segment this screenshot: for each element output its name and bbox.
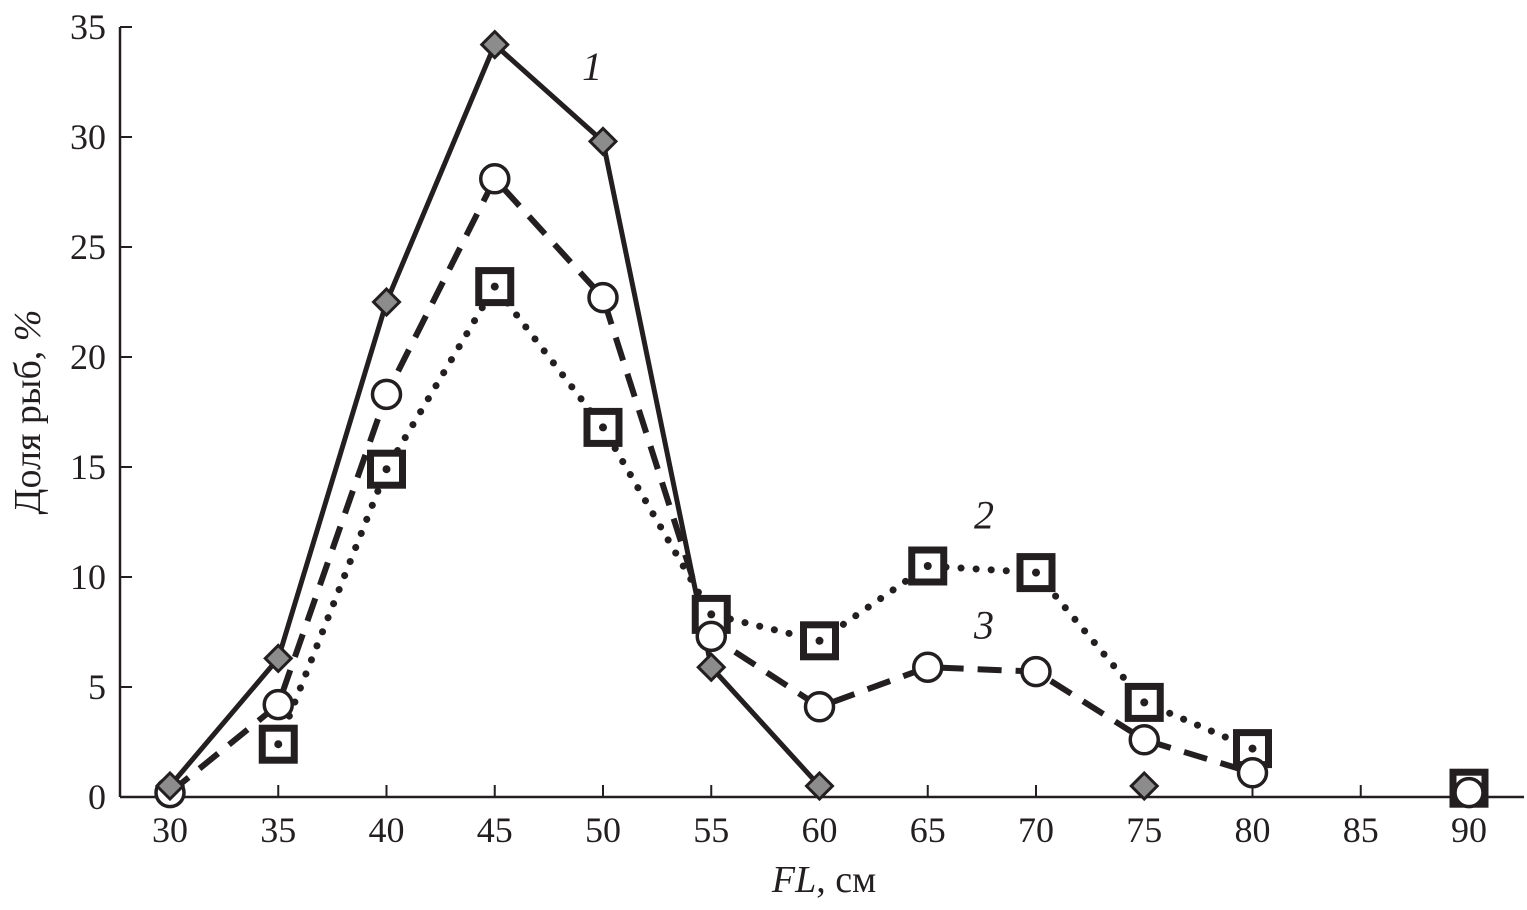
series-3-point [587,281,619,314]
series-1-point [479,29,510,60]
markers-layer [154,29,1489,809]
x-tick-label: 65 [910,810,946,850]
y-tick-label: 20 [70,337,106,377]
x-tick-label: 80 [1235,810,1271,850]
series-1-point [1129,770,1160,802]
x-tick-label: 75 [1126,810,1162,850]
y-tick-label: 25 [70,227,106,267]
series-label-3: 3 [973,603,994,648]
series-1-line [168,42,822,788]
series-3-point [479,163,511,195]
series-3-point [1453,776,1485,809]
x-tick-label: 90 [1451,810,1487,850]
y-tick-label: 5 [88,667,106,707]
y-tick-label: 15 [70,447,106,487]
series-3-point [803,691,836,723]
series-1-point [696,652,727,683]
series-3-point [262,688,294,721]
series-3-point [912,651,944,683]
x-tick-label: 70 [1018,810,1054,850]
series-3-point [1236,757,1269,789]
series-2-point-dot [815,636,824,645]
series-2-point-dot [599,423,607,432]
series-3-point [1020,655,1052,688]
x-tick-label: 60 [802,810,838,850]
series-2-point-dot [1248,744,1257,753]
series-3-point [370,378,403,411]
series-1-point [154,770,186,802]
series-2-point-dot [1032,568,1040,577]
series-1-point [804,770,835,802]
x-tick-label: 45 [477,810,513,850]
series-1-point [371,286,402,318]
x-tick-label: 50 [585,810,621,850]
x-tick-label: 35 [260,810,296,850]
x-axis-title: FL, см [771,859,876,901]
y-tick-label: 0 [88,777,106,817]
series-2-point-dot [490,282,499,291]
series-1-point [263,643,294,674]
y-axis-title: Доля рыб, % [7,310,49,515]
series-2-point-dot [707,610,716,619]
series-2-line [274,283,1256,753]
series-3-point [695,620,727,653]
series-2-point-dot [382,465,391,474]
series-2-point-dot [923,562,932,570]
x-tick-label: 55 [693,810,729,850]
series-label-2: 2 [974,493,994,538]
series-1-point [587,126,619,157]
x-tick-label: 85 [1343,810,1379,850]
series-3-point [1128,724,1160,756]
series-2-point-dot [274,740,283,749]
series-labels: 1 2 3 [582,44,994,648]
series-label-1: 1 [582,44,602,89]
x-tick-label: 40 [369,810,405,850]
x-tick-label: 30 [152,810,188,850]
ticks: 30 35 40 45 50 55 60 65 70 75 80 85 90 0 5 10 15 20 25 30 35 [70,7,1487,850]
y-tick-label: 35 [70,7,106,47]
axes [118,27,1524,799]
series-2-point-dot [1140,698,1149,707]
y-tick-label: 30 [70,117,106,157]
y-tick-label: 10 [70,557,106,597]
